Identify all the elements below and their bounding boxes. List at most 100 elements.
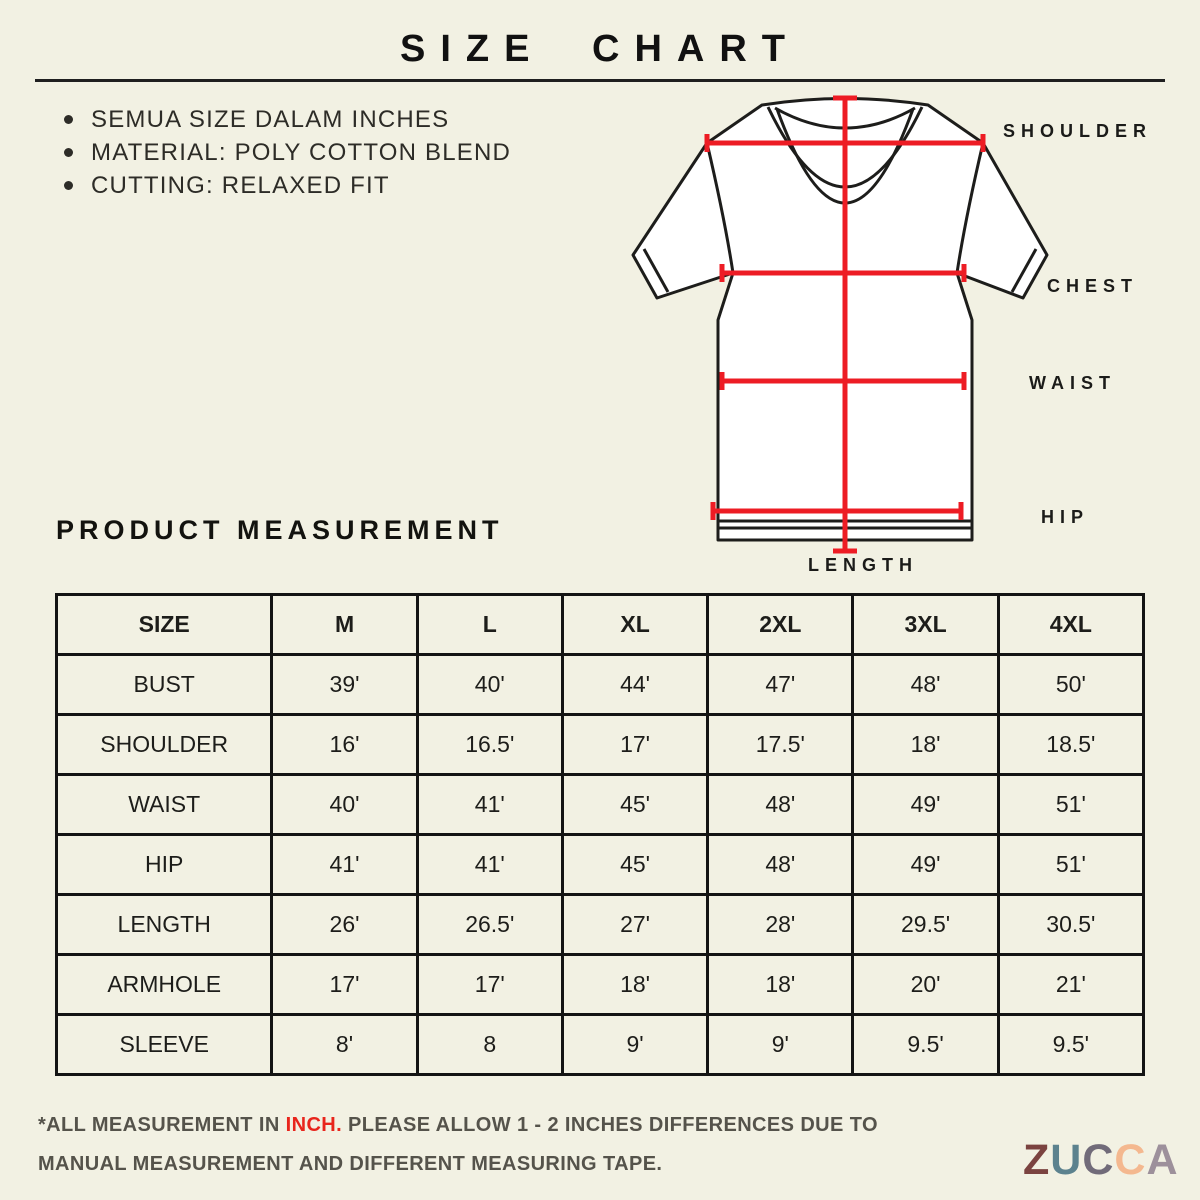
value-cell: 41': [270, 833, 419, 896]
value-cell: 21': [996, 953, 1146, 1016]
note-item: SEMUA SIZE DALAM INCHES: [64, 103, 511, 136]
value-cell: 18': [706, 953, 855, 1016]
label-chest: CHEST: [1047, 276, 1139, 296]
value-cell: 51': [996, 773, 1146, 836]
table-row: BUST 39' 40' 44' 47' 48' 50': [54, 653, 1146, 716]
value-cell: 16': [270, 713, 419, 776]
label-hip: HIP: [1041, 507, 1090, 527]
value-cell: 29.5': [851, 893, 1000, 956]
table-body: BUST 39' 40' 44' 47' 48' 50' SHOULDER 16' 16.5' 17…: [54, 653, 1146, 1076]
value-cell: 50': [996, 653, 1146, 716]
title-divider: [35, 79, 1165, 82]
note-item: MATERIAL: POLY COTTON BLEND: [64, 136, 511, 169]
value-cell: 47': [706, 653, 855, 716]
value-cell: 17.5': [706, 713, 855, 776]
footnote: *ALL MEASUREMENT IN INCH. PLEASE ALLOW 1…: [38, 1106, 884, 1184]
value-cell: 9': [706, 1013, 855, 1076]
size-table: SIZE M L XL 2XL 3XL 4XL BUST 39' 40' 44' 47' 48' 50'…: [54, 593, 1146, 1076]
value-cell: 39': [270, 653, 419, 716]
value-cell: 48': [851, 653, 1000, 716]
table-row: SHOULDER 16' 16.5' 17' 17.5' 18' 18.5': [54, 713, 1146, 776]
value-cell: 17': [415, 953, 564, 1016]
logo-letter: Z: [1023, 1136, 1051, 1184]
footnote-suffix: PLEASE ALLOW 1 - 2 INCHES DIFFERENCES DU…: [38, 1114, 878, 1175]
row-label-cell: SHOULDER: [54, 713, 274, 776]
value-cell: 8': [270, 1013, 419, 1076]
note-text: MATERIAL: POLY COTTON BLEND: [91, 138, 512, 166]
value-cell: 49': [851, 773, 1000, 836]
value-cell: 48': [706, 773, 855, 836]
tshirt-diagram: [631, 95, 1049, 554]
footnote-highlight: INCH.: [285, 1114, 343, 1136]
value-cell: 51': [996, 833, 1146, 896]
logo-letter: C: [1114, 1136, 1147, 1184]
shirt-outline: [631, 97, 1049, 542]
footnote-prefix: *ALL MEASUREMENT IN: [38, 1114, 286, 1136]
table-row: HIP 41' 41' 45' 48' 49' 51': [54, 833, 1146, 896]
table-header-cell: SIZE: [54, 593, 274, 656]
row-label-cell: WAIST: [54, 773, 274, 836]
table-header: SIZE M L XL 2XL 3XL 4XL: [54, 593, 1146, 656]
value-cell: 27': [560, 893, 710, 956]
shoulder-measure-line: [704, 134, 986, 152]
table-header-cell: 3XL: [851, 593, 1000, 656]
logo-letter: C: [1082, 1136, 1115, 1184]
waist-measure-line: [719, 372, 967, 390]
table-row: ARMHOLE 17' 17' 18' 18' 20' 21': [54, 953, 1146, 1016]
row-label-cell: HIP: [54, 833, 274, 896]
value-cell: 40': [270, 773, 419, 836]
value-cell: 18.5': [996, 713, 1146, 776]
value-cell: 45': [560, 773, 710, 836]
value-cell: 41': [415, 833, 564, 896]
value-cell: 9.5': [996, 1013, 1146, 1076]
table-header-cell: XL: [560, 593, 710, 656]
value-cell: 18': [851, 713, 1000, 776]
length-measure-line: [833, 95, 857, 554]
value-cell: 48': [706, 833, 855, 896]
value-cell: 26.5': [415, 893, 564, 956]
page-title: SIZE CHART: [400, 28, 800, 70]
chest-measure-line: [719, 264, 967, 282]
hip-measure-line: [710, 502, 964, 520]
value-cell: 30.5': [996, 893, 1146, 956]
table-header-cell: L: [415, 593, 564, 656]
table-header-cell: 4XL: [996, 593, 1146, 656]
section-heading: PRODUCT MEASUREMENT: [56, 515, 504, 545]
value-cell: 17': [270, 953, 419, 1016]
value-cell: 28': [706, 893, 855, 956]
value-cell: 9': [560, 1013, 710, 1076]
note-text: SEMUA SIZE DALAM INCHES: [91, 105, 450, 133]
logo-letter: U: [1050, 1136, 1083, 1184]
value-cell: 40': [415, 653, 564, 716]
value-cell: 17': [560, 713, 710, 776]
table-header-cell: 2XL: [706, 593, 855, 656]
value-cell: 18': [560, 953, 710, 1016]
notes-list: SEMUA SIZE DALAM INCHES MATERIAL: POLY CO…: [64, 103, 511, 202]
value-cell: 8: [415, 1013, 564, 1076]
note-text: CUTTING: RELAXED FIT: [91, 171, 390, 199]
table-header-cell: M: [270, 593, 419, 656]
row-label-cell: ARMHOLE: [54, 953, 274, 1016]
table-row: LENGTH 26' 26.5' 27' 28' 29.5' 30.5': [54, 893, 1146, 956]
logo-letter: A: [1146, 1136, 1179, 1184]
value-cell: 9.5': [851, 1013, 1000, 1076]
value-cell: 41': [415, 773, 564, 836]
value-cell: 49': [851, 833, 1000, 896]
label-shoulder: SHOULDER: [1003, 121, 1153, 141]
row-label-cell: LENGTH: [54, 893, 274, 956]
value-cell: 45': [560, 833, 710, 896]
bullet-icon: [64, 181, 73, 190]
row-label-cell: SLEEVE: [54, 1013, 274, 1076]
brand-logo: ZUCCA: [1023, 1136, 1179, 1185]
bullet-icon: [64, 115, 73, 124]
table-row: SLEEVE 8' 8 9' 9' 9.5' 9.5': [54, 1013, 1146, 1076]
row-label-cell: BUST: [54, 653, 274, 716]
value-cell: 16.5': [415, 713, 564, 776]
table-row: WAIST 40' 41' 45' 48' 49' 51': [54, 773, 1146, 836]
note-item: CUTTING: RELAXED FIT: [64, 169, 511, 202]
value-cell: 20': [851, 953, 1000, 1016]
bullet-icon: [64, 148, 73, 157]
label-length: LENGTH: [808, 555, 918, 575]
value-cell: 26': [270, 893, 419, 956]
label-waist: WAIST: [1029, 373, 1116, 393]
